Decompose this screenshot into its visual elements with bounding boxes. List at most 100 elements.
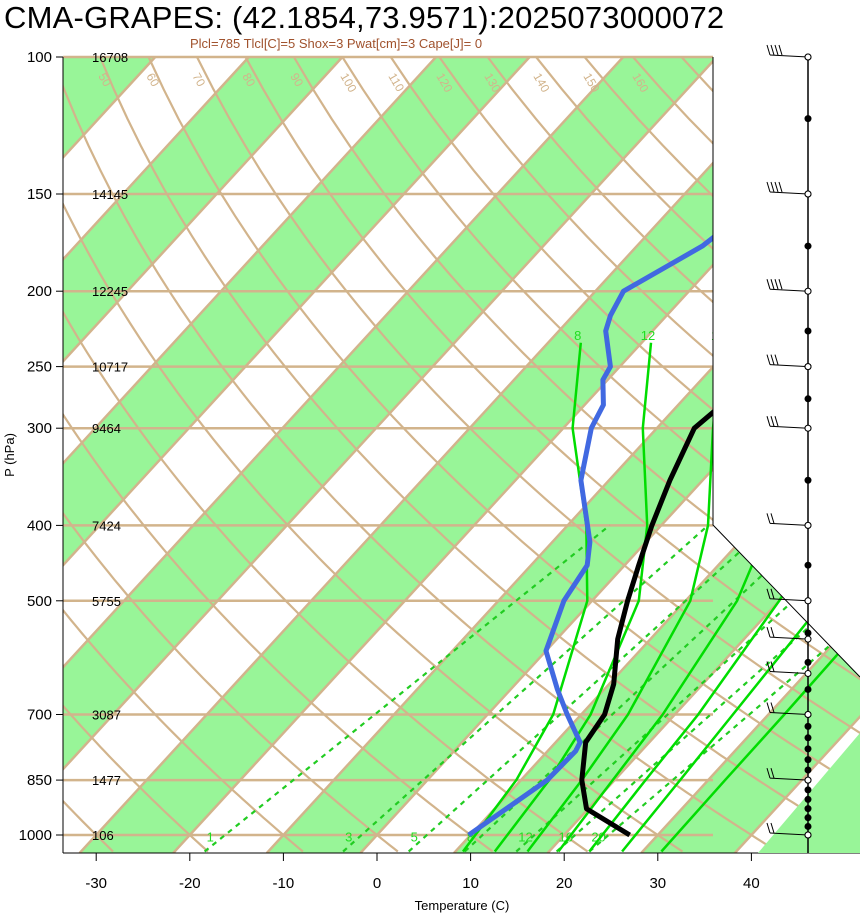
wind-barb-flag (770, 822, 775, 834)
wind-barb-flag (766, 44, 771, 56)
wind-barb-flag (770, 588, 775, 599)
wind-barb-flag (766, 661, 771, 672)
dry-adiabat-label: 100 (337, 71, 359, 96)
wind-barb-flag (770, 416, 775, 427)
dry-adiabat-label: 70 (189, 71, 208, 90)
dry-adiabat (196, 57, 860, 735)
wind-barb-station (804, 424, 812, 432)
y-tick-label: 250 (27, 359, 52, 376)
wind-barb-flag (770, 513, 775, 524)
wind-barb-station (804, 669, 812, 677)
dry-adiabat (292, 57, 860, 628)
isotherm-line (63, 57, 718, 772)
dry-adiabat (341, 57, 860, 576)
mixing-ratio-label: 16 (559, 829, 573, 844)
wind-barb-flag (766, 626, 771, 638)
dewpoint-profile (467, 115, 860, 838)
moist-adiabat-line (461, 342, 589, 853)
barb-level-dot (804, 115, 812, 123)
isotherm-line (733, 714, 860, 853)
height-label: 106 (92, 828, 114, 843)
moist-adiabat-label: 12 (641, 328, 655, 343)
wind-barb-flag (770, 702, 775, 713)
wind-barb-panel (712, 44, 860, 853)
dry-adiabat (389, 57, 860, 524)
isotherms (63, 57, 860, 853)
wind-barb-flag (766, 822, 771, 834)
height-label: 7424 (92, 518, 121, 533)
barb-level-dot (804, 745, 812, 753)
wind-barb-station (804, 53, 812, 61)
dry-adiabat (63, 704, 209, 853)
height-label: 1477 (92, 773, 121, 788)
height-label: 3087 (92, 707, 121, 722)
wind-barb-flag (766, 416, 771, 427)
moist-adiabat-label: 8 (574, 328, 581, 343)
wind-barb-flag (774, 279, 779, 290)
dry-adiabat-label: 90 (287, 71, 306, 90)
wind-barb-flag (766, 181, 771, 193)
dry-adiabat-label: 50 (95, 71, 114, 90)
wind-barb-flag (778, 44, 783, 56)
y-tick-label: 850 (27, 772, 52, 789)
wind-barb-shaft (769, 191, 809, 195)
barb-level-dot (804, 786, 812, 794)
mixing-ratio-line (342, 524, 709, 853)
wind-barb-shaft (769, 364, 809, 368)
axes: Temperature (C) P (hPa) (2, 57, 860, 913)
x-tick-label: -10 (273, 875, 295, 892)
x-ticks: -30 -20 -10 0 10 20 30 40 (85, 853, 760, 892)
wind-barb-flag (766, 513, 771, 524)
mixing-ratio-label: 3 (345, 829, 352, 844)
barb-level-dot (804, 242, 812, 250)
wind-barb-station (804, 710, 812, 718)
isotherm-line (63, 57, 250, 262)
wind-barb-shaft (769, 636, 809, 640)
wind-barb-flag (770, 354, 775, 365)
dewpoint-line (467, 115, 860, 838)
height-label: 9464 (92, 421, 121, 436)
barb-level-dot (804, 795, 812, 803)
wind-barb-station (804, 597, 812, 605)
wind-barb-station (804, 287, 812, 295)
barb-level-dot (804, 805, 812, 813)
barb-level-dot (804, 685, 812, 693)
wind-barb-flag (766, 354, 771, 365)
height-label: 5755 (92, 594, 121, 609)
wind-barb-shaft (769, 54, 809, 58)
dry-adiabat (63, 83, 779, 853)
moist-adiabat-line (660, 627, 860, 853)
x-tick-label: 30 (649, 875, 666, 892)
y-tick-label: 100 (27, 49, 52, 66)
wind-barb-flag (778, 181, 783, 193)
barb-level-dot (804, 476, 812, 484)
wind-barb-station (804, 635, 812, 643)
wind-barb-flag (770, 626, 775, 638)
barb-level-dot (804, 722, 812, 730)
y-tick-label: 400 (27, 517, 52, 534)
wind-barb-flag (770, 181, 775, 193)
dry-adiabat (63, 412, 494, 853)
wind-barb-flag (766, 767, 771, 779)
barb-level-dot (804, 756, 812, 764)
isotherm-line (63, 57, 625, 670)
mixing-ratio-label: 12 (518, 829, 532, 844)
mixing-ratio-line (588, 618, 860, 853)
barb-level-dot (804, 395, 812, 403)
wind-barb-shaft (769, 832, 809, 836)
wind-barb-station (804, 521, 812, 529)
wind-barb-shaft (769, 777, 809, 781)
dry-adiabat-label: 60 (143, 71, 162, 90)
dry-adiabat (147, 57, 860, 790)
wind-barb-flag (766, 279, 771, 290)
x-tick-label: 20 (556, 875, 573, 892)
y-ticks: 100 16708 150 14145 200 12245 250 10717 300 9464 4… (19, 49, 129, 844)
wind-barb-flag (774, 416, 779, 427)
y-tick-label: 500 (27, 593, 52, 610)
barb-level-dot (804, 327, 812, 335)
wind-barb-shaft (769, 711, 809, 715)
barb-level-dot (804, 629, 812, 637)
wind-barb-station (804, 190, 812, 198)
isotherm-line (63, 57, 531, 568)
barb-level-dot (804, 561, 812, 569)
